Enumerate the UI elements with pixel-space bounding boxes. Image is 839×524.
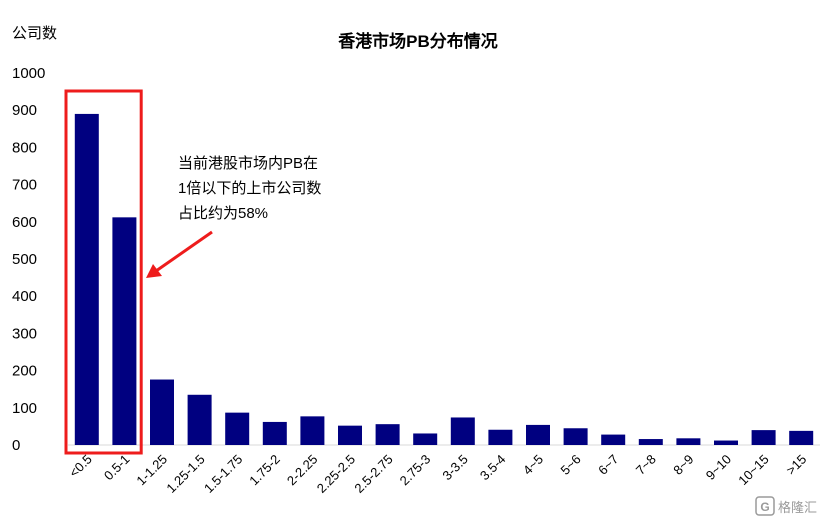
y-tick-label: 200 [12, 363, 37, 380]
x-tick-label: 2.25-2.5 [314, 452, 358, 496]
bar [676, 438, 701, 445]
arrow-head [146, 264, 162, 278]
bar [300, 416, 325, 445]
y-tick-label: 100 [12, 400, 37, 417]
y-tick-label: 700 [12, 177, 37, 194]
bar [74, 113, 99, 446]
x-tick-label: >15 [783, 452, 809, 478]
y-tick-label: 800 [12, 139, 37, 156]
bar [751, 430, 776, 445]
x-tick-label: 9~10 [703, 452, 734, 483]
annotation-arrow [146, 230, 213, 278]
watermark: G 格隆汇 [755, 496, 817, 516]
y-tick-label: 600 [12, 214, 37, 231]
x-tick-label: 5~6 [558, 452, 584, 478]
watermark-logo-icon: G [755, 496, 775, 516]
y-axis-ticks: 0 100 200 300 400 500 600 700 800 900 1000 [12, 65, 45, 454]
bars [74, 113, 814, 446]
bar [338, 425, 362, 445]
y-axis-label: 公司数 [12, 25, 57, 42]
x-tick-label: 2.75-3 [397, 452, 434, 489]
x-tick-label: 1.5-1.75 [201, 452, 245, 496]
x-tick-label: 6~7 [595, 452, 621, 478]
bar [150, 379, 174, 445]
bar [413, 433, 438, 445]
x-tick-label: 8~9 [670, 452, 696, 478]
bar [714, 440, 738, 445]
y-tick-label: 500 [12, 251, 37, 268]
bar [375, 424, 400, 445]
svg-text:G: G [760, 500, 769, 514]
highlight-box [64, 89, 143, 455]
x-tick-label: 3.5-4 [477, 452, 509, 484]
x-tick-label: 4~5 [520, 452, 546, 478]
bar [262, 421, 287, 445]
y-tick-label: 300 [12, 325, 37, 342]
annotation-line: 1倍以下的上市公司数 [178, 180, 321, 197]
watermark-text: 格隆汇 [778, 500, 817, 515]
bar [187, 394, 212, 445]
bar [526, 424, 550, 445]
bar [488, 429, 513, 445]
bar [601, 434, 626, 445]
arrow-line [155, 230, 213, 273]
annotation-line: 占比约为58% [178, 205, 268, 222]
x-tick-label: 1.25-1.5 [163, 452, 207, 496]
bar [789, 430, 814, 445]
x-tick-label: <0.5 [66, 452, 95, 481]
x-tick-label: 7~8 [633, 452, 659, 478]
y-tick-label: 900 [12, 102, 37, 119]
x-tick-label: 3-3.5 [439, 452, 471, 484]
x-tick-label: 10~15 [735, 452, 771, 488]
annotation-line: 当前港股市场内PB在 [178, 155, 318, 172]
y-tick-label: 400 [12, 288, 37, 305]
bar [112, 217, 137, 445]
x-axis-ticks: <0.5 0.5-1 1-1.251.25-1.51.5-1.75 1.75-2 2-2… [66, 452, 809, 496]
bar [225, 412, 250, 445]
bar [563, 428, 588, 445]
bar [450, 417, 475, 445]
y-tick-label: 0 [12, 437, 20, 454]
x-tick-label: 0.5-1 [101, 452, 133, 484]
x-tick-label: 1.75-2 [246, 452, 283, 489]
chart-title: 香港市场PB分布情况 [338, 31, 498, 51]
y-tick-label: 1000 [12, 65, 45, 82]
x-tick-label: 2.5-2.75 [351, 452, 395, 496]
bar [638, 439, 663, 445]
